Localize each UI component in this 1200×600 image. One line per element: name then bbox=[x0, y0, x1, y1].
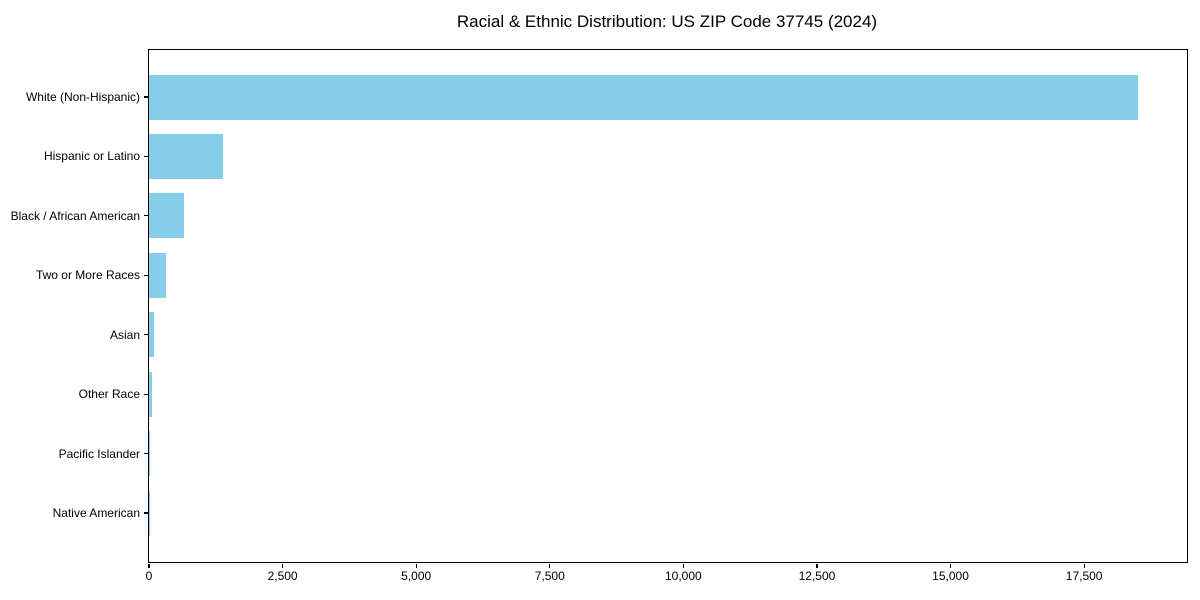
y-tick-label: Other Race bbox=[78, 387, 140, 402]
x-tick-label: 5,000 bbox=[401, 569, 432, 583]
x-tick-mark bbox=[281, 563, 284, 568]
x-tick-mark bbox=[549, 563, 551, 568]
bar-native-american bbox=[149, 490, 150, 536]
y-tick-mark bbox=[144, 96, 148, 98]
y-tick-label: Pacific Islander bbox=[58, 446, 140, 461]
bar-white-non-hispanic bbox=[149, 74, 1138, 120]
chart-title: Racial & Ethnic Distribution: US ZIP Cod… bbox=[456, 12, 878, 31]
bar-two-or-more-races bbox=[149, 252, 167, 298]
y-tick-mark bbox=[144, 215, 148, 217]
x-tick-label: 10,000 bbox=[665, 569, 702, 583]
x-tick-label: 17,500 bbox=[1065, 569, 1103, 583]
y-tick-label: Native American bbox=[52, 506, 140, 520]
x-tick-label: 12,500 bbox=[798, 569, 836, 583]
bar-other-race bbox=[149, 371, 152, 417]
x-tick-label: 15,000 bbox=[932, 569, 969, 583]
y-tick-label: White (Non-Hispanic) bbox=[25, 90, 140, 104]
x-tick-mark bbox=[816, 563, 818, 568]
x-tick-label: 0 bbox=[145, 569, 153, 583]
x-tick-label: 7,500 bbox=[534, 569, 565, 583]
x-tick-mark bbox=[682, 563, 684, 568]
x-tick-mark bbox=[415, 563, 417, 568]
y-tick-label: Two or More Races bbox=[35, 268, 140, 283]
x-tick-mark bbox=[1083, 563, 1085, 568]
y-tick-mark bbox=[144, 512, 148, 514]
y-tick-mark bbox=[144, 274, 148, 276]
bar-black-african-american bbox=[149, 193, 185, 239]
x-tick-mark bbox=[148, 563, 150, 568]
y-tick-mark bbox=[144, 155, 148, 158]
x-tick-mark bbox=[949, 563, 952, 568]
y-tick-label: Black / African American bbox=[10, 208, 140, 223]
y-tick-mark bbox=[144, 393, 148, 395]
plot-area bbox=[148, 49, 1188, 563]
bar-pacific-islander bbox=[149, 431, 150, 477]
y-tick-label: Hispanic or Latino bbox=[43, 149, 140, 164]
x-tick-label: 2,500 bbox=[267, 569, 298, 583]
bar-asian bbox=[149, 312, 154, 358]
y-tick-mark bbox=[144, 452, 148, 455]
bar-hispanic-or-latino bbox=[149, 133, 224, 179]
y-tick-mark bbox=[144, 334, 148, 336]
y-tick-label: Asian bbox=[109, 327, 140, 342]
